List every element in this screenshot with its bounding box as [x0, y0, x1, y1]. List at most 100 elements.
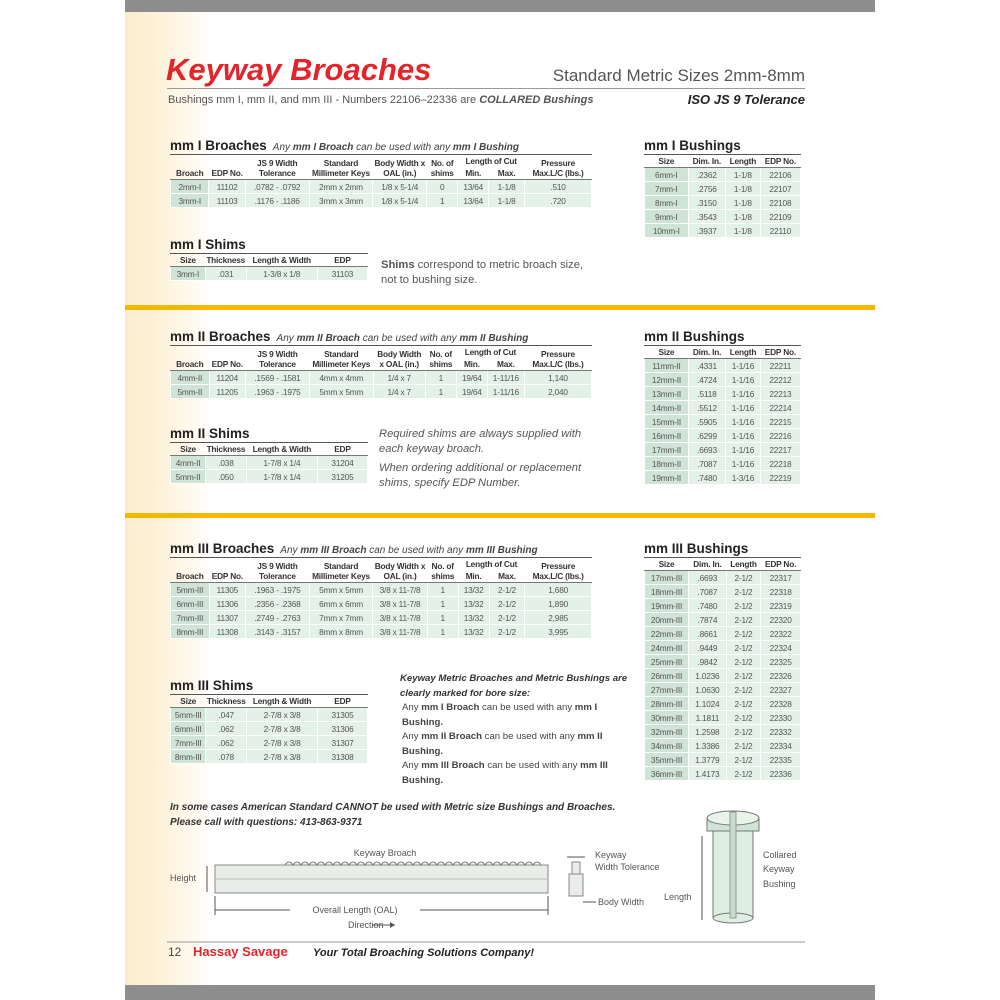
cell: 11205 [208, 384, 246, 399]
cell: 35mm-III [644, 752, 689, 767]
cell: 2-1/2 [725, 696, 762, 711]
row: 7mm-III 11307.2749 - .2763 7mm x 7mm 3/8 x … [170, 610, 592, 625]
cell: 1 [426, 582, 459, 597]
cell: .7087 [687, 456, 727, 471]
divider [125, 513, 875, 518]
cell: 22324 [760, 640, 801, 655]
cell: 18mm-II [644, 456, 689, 471]
table: Size Thickness Length & Width EDP 3mm-I .031 1… [170, 254, 369, 281]
cell: 7mm x 7mm [308, 610, 374, 625]
cell: 12mm-II [644, 372, 689, 387]
header-cell: Body Width x OAL (in.) [372, 558, 428, 583]
row: 4mm-II 11204.1569 - .1581 4mm x 4mm 1/4 x 7… [170, 370, 593, 385]
cell: 2-7/8 x 3/8 [246, 707, 319, 722]
cell: 11103 [208, 193, 246, 208]
cell: 2-7/8 x 3/8 [246, 721, 319, 736]
cell: 13/64 [457, 193, 490, 208]
cell: 1-1/8 [724, 167, 761, 182]
cell: .3937 [687, 223, 726, 238]
cell: 6mm x 6mm [308, 596, 374, 611]
cell: 3/8 x 11-7/8 [372, 596, 428, 611]
cell: 22211 [759, 358, 802, 373]
cell: 22106 [759, 167, 802, 182]
cell: 1,890 [524, 596, 592, 611]
key-section [571, 861, 581, 875]
cell: .050 [205, 469, 247, 484]
row: 5mm-II .050 1-7/8 x 1/4 31205 [169, 469, 369, 484]
table: Size Dim. In. Length EDP No. 17mm-III .6693 2-… [644, 558, 801, 781]
cell: 2-1/2 [488, 596, 526, 611]
row: 3mm-I 11103.1176 - .1186 3mm x 3mm 1/8 x 5-… [169, 193, 592, 208]
row: 8mm-I .3150 1-1/8 22108 [644, 195, 802, 210]
cell: 24mm-III [644, 640, 689, 655]
cell: 22330 [760, 710, 801, 725]
title: mm III Bushings [644, 541, 749, 556]
cell: 30mm-III [644, 710, 689, 725]
cell: 7mm-III [169, 735, 207, 750]
cell: 1/8 x 5-1/4 [372, 179, 428, 194]
cell: 22334 [760, 738, 801, 753]
cell: 19/64 [455, 370, 488, 385]
title: mm III Broaches [170, 541, 275, 556]
header-cell: No. of shims [425, 346, 457, 371]
text: can be used with any [479, 702, 575, 713]
cell: 5mm-II [170, 384, 210, 399]
cell: 1.1024 [687, 696, 727, 711]
row: 18mm-II .7087 1-1/16 22218 [644, 456, 802, 471]
cell: 5mm x 5mm [308, 384, 374, 399]
header-cell: Standard Millimeter Keys [309, 558, 373, 583]
subnote: Bushings mm I, mm II, and mm III - Numbe… [168, 94, 593, 106]
cell: 22110 [759, 223, 802, 238]
text: Any [280, 545, 301, 556]
cell: 1-1/16 [725, 414, 761, 429]
cell: 22212 [759, 372, 802, 387]
cell: 11mm-II [644, 358, 689, 373]
cell: .6693 [687, 442, 727, 457]
cell: .031 [204, 266, 247, 281]
brand: Hassay Savage [193, 944, 288, 959]
cell: 8mm-I [644, 195, 689, 210]
cell: 7mm-III [170, 610, 210, 625]
header-cell: Size [170, 695, 206, 708]
cell: 1-1/16 [725, 386, 761, 401]
header-cell: Pressure Max.L/C (lbs.) [524, 346, 592, 371]
cell: 22109 [759, 209, 802, 224]
header-row: Min. Max. [171, 358, 592, 371]
cell: 25mm-III [644, 654, 689, 669]
label: Body Width [598, 897, 644, 907]
cell: 1-3/8 x 1/8 [245, 266, 318, 281]
cell: .720 [524, 193, 592, 208]
cell: 22325 [760, 654, 801, 669]
cell: .0782 - .0792 [244, 179, 310, 194]
header-cell: JS 9 Width Tolerance [245, 558, 310, 583]
cell: 2-1/2 [725, 654, 762, 669]
row: 7mm-I .2756 1-1/8 22107 [644, 181, 802, 196]
header-cell: Length of Cut [465, 559, 518, 569]
cell: 31305 [317, 707, 368, 722]
cell: 1 [426, 610, 459, 625]
cell: 32mm-III [644, 724, 689, 739]
cell: 31308 [317, 749, 368, 764]
text: Any [272, 142, 293, 153]
header-cell: Size [170, 443, 206, 456]
cell: .1963 - .1975 [244, 384, 310, 399]
top-strip [125, 0, 875, 12]
text: can be used with any [366, 545, 466, 556]
text: Any [402, 731, 422, 742]
title: mm II Shims [170, 426, 250, 441]
header-cell: Max. [487, 358, 525, 371]
text: mm II Bushing [459, 333, 529, 344]
text: mm II Broach [421, 731, 482, 742]
title: mm I Bushings [644, 138, 741, 153]
cell: 22218 [759, 456, 802, 471]
cell: 1-1/8 [488, 179, 526, 194]
header-cell: Body Width x OAL (in.) [372, 155, 427, 180]
cell: 6mm-III [170, 596, 210, 611]
header-cell: EDP No. [760, 155, 801, 168]
header-cell: Broach [170, 346, 210, 371]
cell: 19mm-II [644, 470, 689, 485]
label: Width Tolerance [595, 862, 659, 872]
cell: 13/32 [457, 582, 490, 597]
line: Please call with questions: 413-863-9371 [170, 817, 363, 828]
